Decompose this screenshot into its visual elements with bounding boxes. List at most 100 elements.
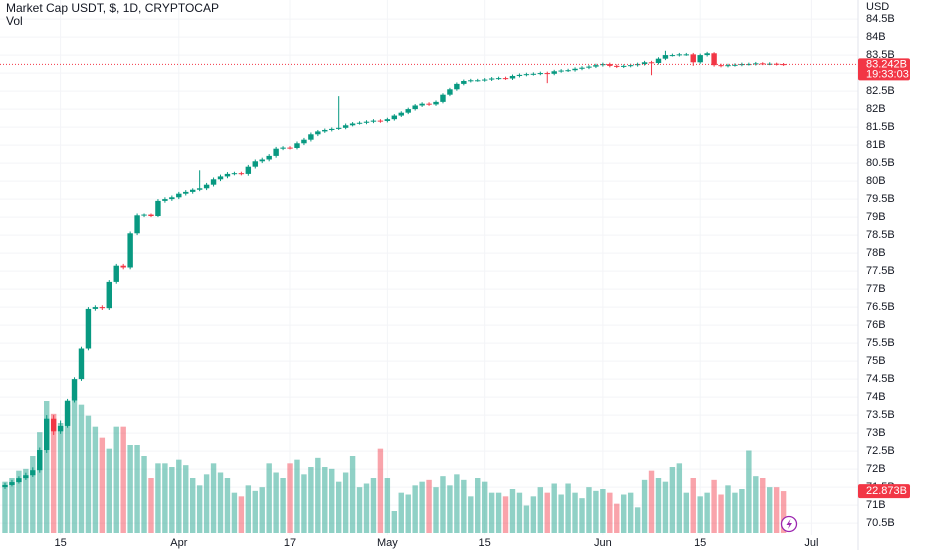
candle-body [189,189,196,192]
candle-body [683,54,689,56]
candle-body [655,58,662,64]
volume-bar [488,492,495,533]
candle-body [176,193,182,198]
candle-body [37,450,43,471]
candle-body [586,66,592,68]
candle-body [134,215,140,234]
candle-body [71,379,78,401]
volume-bar [655,478,662,533]
y-tick-label: 74.5B [866,373,895,385]
candle-body [627,65,634,67]
candle-body [725,65,731,67]
volume-bar [641,479,648,533]
y-tick-label: 72B [866,463,886,475]
volume-bar [461,479,467,533]
volume-bar [405,494,411,533]
x-tick-label: 15 [54,537,66,549]
volume-bar [85,415,92,533]
candle-body [301,139,307,144]
volume-bar [391,511,398,533]
y-tick-label: 80B [866,175,886,187]
volume-bar [384,478,391,533]
candle-body [196,188,203,190]
volume-bar [732,492,738,533]
y-tick-label: 76B [866,319,886,331]
candle-body [579,67,585,69]
candle-body [732,64,738,66]
candle-body [377,120,384,122]
volume-bar [322,467,328,533]
y-tick-label: 76.5B [866,301,895,313]
candle-body [551,71,557,74]
volume-bar [127,445,133,533]
candle-body [92,307,99,309]
x-tick-label: Jul [804,537,818,549]
candle-body [481,79,488,81]
last-price-badge [858,58,910,81]
volume-bar [370,478,377,533]
volume-bar [697,496,703,533]
grid [0,0,858,535]
candle-body [99,307,106,309]
price-axis: USD 70.5B71B71.5B72B72.5B73B73.5B74B74.5… [857,0,910,550]
candle-body [363,121,370,123]
candle-body [148,214,154,217]
volume-bar [614,503,620,533]
candle-body [530,73,537,75]
candle-body [384,119,391,121]
candle-body [509,75,516,79]
volume-bar [203,474,210,533]
volume-bar [495,492,502,533]
volume-bar [155,463,161,533]
candle-body [746,64,752,66]
volume-bar [739,489,745,533]
x-tick-label: 15 [694,537,706,549]
x-tick-label: 17 [284,537,296,549]
candle-body [398,112,404,116]
candle-body [370,120,377,122]
candle-body [50,418,57,432]
volume-bar [746,450,752,533]
volume-bar [475,478,481,533]
volume-bar [648,470,655,533]
volume-bar [760,478,766,533]
lightning-icon[interactable] [780,515,798,533]
candle-body [697,55,703,63]
candle-body [468,80,474,82]
candle-body [294,143,300,148]
volume-bar [363,483,370,533]
volume-bar [454,474,460,533]
volume-bar [210,463,217,533]
volume-bar [44,401,50,533]
volume-bar [141,456,147,533]
chart-title: Market Cap USDT, $, 1D, CRYPTOCAP [6,1,219,15]
volume-title: Vol [6,14,23,28]
volume-bar [280,478,286,533]
volume-bar [342,472,349,533]
candle-body [210,179,217,185]
volume-bar [502,496,509,533]
candle-body [391,115,398,120]
candle-body [426,103,432,105]
volume-bar [523,505,530,533]
volume-bar [273,472,279,533]
volume-bar [607,492,613,533]
candle-body [287,147,293,149]
candle-body [57,425,64,432]
volume-bar [537,487,544,533]
candle-body [231,173,238,175]
candle-body [315,131,321,135]
volume-bar [335,481,342,533]
candle-body [203,184,210,189]
candle-body [44,418,50,451]
volume-bar [217,472,224,533]
volume-bar [440,476,446,533]
candle-body [516,74,523,76]
volume-bar [516,492,523,533]
y-tick-label: 83.5B [866,49,895,61]
last-price-label: 83.242B [866,58,907,70]
candle-body [593,65,599,67]
y-tick-label: 79.5B [866,193,895,205]
y-tick-label: 74B [866,391,886,403]
